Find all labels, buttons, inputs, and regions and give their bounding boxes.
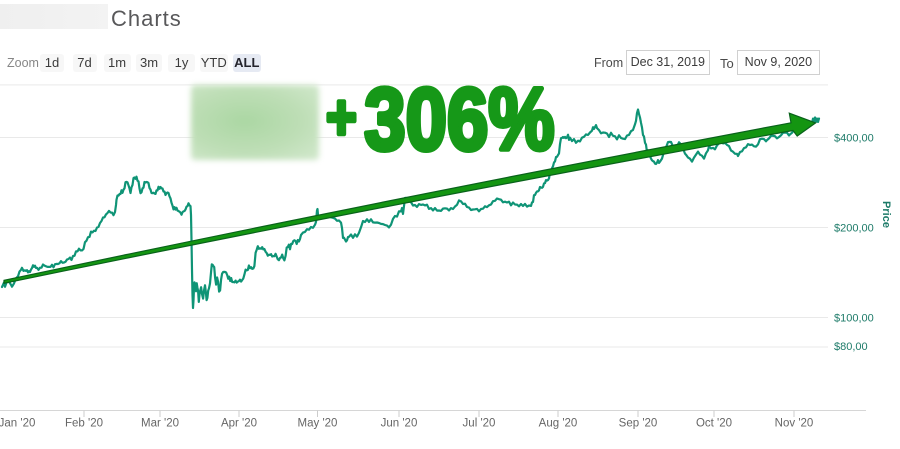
svg-text:$80,00: $80,00: [834, 341, 868, 353]
svg-text:Mar '20: Mar '20: [141, 418, 179, 430]
svg-text:Jan '20: Jan '20: [0, 418, 35, 430]
svg-text:May '20: May '20: [298, 418, 338, 430]
svg-text:Feb '20: Feb '20: [65, 418, 103, 430]
svg-text:Aug '20: Aug '20: [539, 418, 578, 430]
svg-text:+: +: [326, 82, 357, 153]
svg-text:306%: 306%: [364, 71, 554, 169]
svg-text:Oct '20: Oct '20: [696, 418, 732, 430]
svg-text:$200,00: $200,00: [834, 223, 874, 235]
svg-text:$400,00: $400,00: [834, 133, 874, 145]
svg-text:$100,00: $100,00: [834, 313, 874, 325]
svg-text:Apr '20: Apr '20: [221, 418, 257, 430]
svg-text:Sep '20: Sep '20: [619, 418, 658, 430]
svg-text:Price: Price: [880, 201, 892, 228]
svg-text:Jul '20: Jul '20: [463, 418, 496, 430]
svg-text:Nov '20: Nov '20: [775, 418, 814, 430]
svg-text:Jun '20: Jun '20: [381, 418, 418, 430]
